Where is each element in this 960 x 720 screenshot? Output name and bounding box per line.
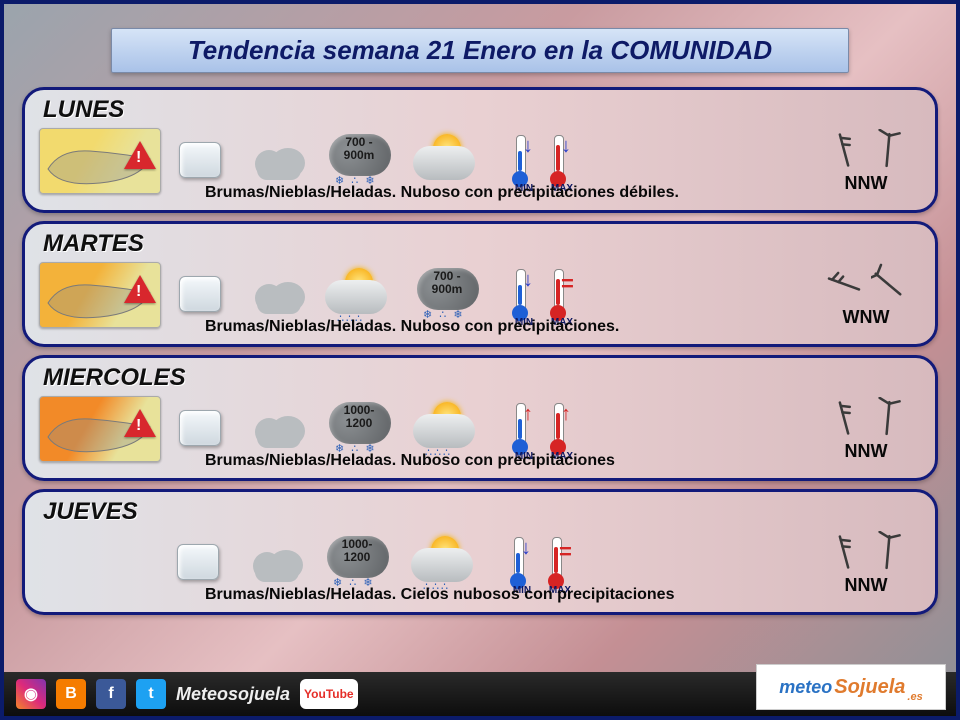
thermometer-hot: =MAX bbox=[543, 267, 573, 323]
snow-rain-cloud-icon: 700 - 900m❄︎ ∴ ❄︎ bbox=[323, 134, 393, 188]
day-name: MARTES bbox=[43, 230, 921, 258]
snow-level-label: 700 - 900m bbox=[417, 270, 477, 295]
alert-icon bbox=[124, 141, 156, 169]
fog-cloud-icon bbox=[249, 536, 303, 590]
frost-icon bbox=[179, 268, 233, 322]
twitter-icon[interactable]: t bbox=[136, 679, 166, 709]
thermometer-hot: ↑MAX bbox=[543, 401, 573, 457]
fog-cloud-icon bbox=[251, 268, 305, 322]
wind-vane-icon bbox=[827, 129, 861, 171]
day-row-martes: MARTES ∴∴∴ 700 - 900m❄︎ ∴ ❄︎ ↓MIN =MAX WNW Bru… bbox=[22, 221, 938, 347]
wind-vane-icon bbox=[871, 531, 905, 573]
frost-icon bbox=[179, 402, 233, 456]
partly-cloudy-rain-icon: ∴∴∴ bbox=[411, 402, 481, 456]
wind-indicator: WNW bbox=[811, 263, 921, 328]
day-row-miercoles: MIERCOLES 1000- 1200❄︎ ∴ ❄︎ ∴∴∴ ↑MIN ↑MAX NNW… bbox=[22, 355, 938, 481]
title: Tendencia semana 21 Enero en la COMUNIDA… bbox=[111, 28, 849, 73]
wind-direction-label: NNW bbox=[845, 173, 888, 194]
footer-handle: Meteosojuela bbox=[176, 684, 290, 705]
thermometer-cold: ↓MIN bbox=[505, 133, 535, 189]
thermometer-cold: ↑MIN bbox=[505, 401, 535, 457]
region-map-thumb bbox=[39, 128, 161, 194]
region-map-thumb bbox=[39, 262, 161, 328]
brand-left: meteo bbox=[779, 677, 832, 698]
snow-rain-cloud-icon: 1000- 1200❄︎ ∴ ❄︎ bbox=[321, 536, 391, 590]
day-description: Brumas/Nieblas/Heladas. Cielos nubosos c… bbox=[205, 586, 785, 604]
day-name: JUEVES bbox=[43, 498, 921, 526]
day-description: Brumas/Nieblas/Heladas. Nuboso con preci… bbox=[205, 452, 785, 470]
day-description: Brumas/Nieblas/Heladas. Nuboso con preci… bbox=[205, 184, 785, 202]
fog-cloud-icon bbox=[251, 134, 305, 188]
snow-level-label: 1000- 1200 bbox=[327, 538, 387, 563]
snow-level-label: 700 - 900m bbox=[329, 136, 389, 161]
snow-rain-cloud-icon: 700 - 900m❄︎ ∴ ❄︎ bbox=[411, 268, 481, 322]
partly-cloudy-rain-icon: ∴∴∴ bbox=[409, 536, 479, 590]
wind-vane-icon bbox=[827, 263, 861, 305]
wind-indicator: NNW bbox=[811, 129, 921, 194]
alert-icon bbox=[124, 275, 156, 303]
temperature-trend: ↓MIN =MAX bbox=[505, 267, 573, 323]
temperature-trend: ↑MIN ↑MAX bbox=[505, 401, 573, 457]
thermometer-hot: ↓MAX bbox=[543, 133, 573, 189]
wind-direction-label: NNW bbox=[845, 575, 888, 596]
wind-direction-label: WNW bbox=[843, 307, 890, 328]
region-map-thumb bbox=[39, 396, 161, 462]
blogger-icon[interactable]: B bbox=[56, 679, 86, 709]
day-name: MIERCOLES bbox=[43, 364, 921, 392]
brand-logo: meteo Sojuela .es bbox=[756, 664, 946, 710]
snow-level-label: 1000- 1200 bbox=[329, 404, 389, 429]
temperature-trend: ↓MIN =MAX bbox=[503, 535, 571, 591]
day-name: LUNES bbox=[43, 96, 921, 124]
facebook-icon[interactable]: f bbox=[96, 679, 126, 709]
wind-vane-icon bbox=[871, 397, 905, 439]
day-row-lunes: LUNES 700 - 900m❄︎ ∴ ❄︎ ↓MIN ↓MAX NNW Brumas/… bbox=[22, 87, 938, 213]
thermometer-cold: ↓MIN bbox=[503, 535, 533, 591]
partly-cloudy-icon bbox=[411, 134, 481, 188]
thermometer-cold: ↓MIN bbox=[505, 267, 535, 323]
partly-cloudy-rain-icon: ∴∴∴ bbox=[323, 268, 393, 322]
alert-icon bbox=[124, 409, 156, 437]
snow-rain-cloud-icon: 1000- 1200❄︎ ∴ ❄︎ bbox=[323, 402, 393, 456]
thermometer-hot: =MAX bbox=[541, 535, 571, 591]
wind-vane-icon bbox=[871, 263, 905, 305]
instagram-icon[interactable]: ◉ bbox=[16, 679, 46, 709]
wind-vane-icon bbox=[871, 129, 905, 171]
wind-indicator: NNW bbox=[811, 397, 921, 462]
wind-vane-icon bbox=[827, 531, 861, 573]
day-description: Brumas/Nieblas/Heladas. Nuboso con preci… bbox=[205, 318, 785, 336]
brand-tld: .es bbox=[907, 691, 922, 703]
temperature-trend: ↓MIN ↓MAX bbox=[505, 133, 573, 189]
frost-icon bbox=[179, 134, 233, 188]
wind-vane-icon bbox=[827, 397, 861, 439]
frost-icon bbox=[177, 536, 231, 590]
forecast-rows: LUNES 700 - 900m❄︎ ∴ ❄︎ ↓MIN ↓MAX NNW Brumas/… bbox=[4, 87, 956, 615]
wind-direction-label: NNW bbox=[845, 441, 888, 462]
brand-right: Sojuela bbox=[834, 676, 905, 699]
day-row-jueves: JUEVES 1000- 1200❄︎ ∴ ❄︎ ∴∴∴ ↓MIN =MAX NNW Bru… bbox=[22, 489, 938, 615]
youtube-icon[interactable]: YouTube bbox=[300, 679, 358, 709]
fog-cloud-icon bbox=[251, 402, 305, 456]
wind-indicator: NNW bbox=[811, 531, 921, 596]
